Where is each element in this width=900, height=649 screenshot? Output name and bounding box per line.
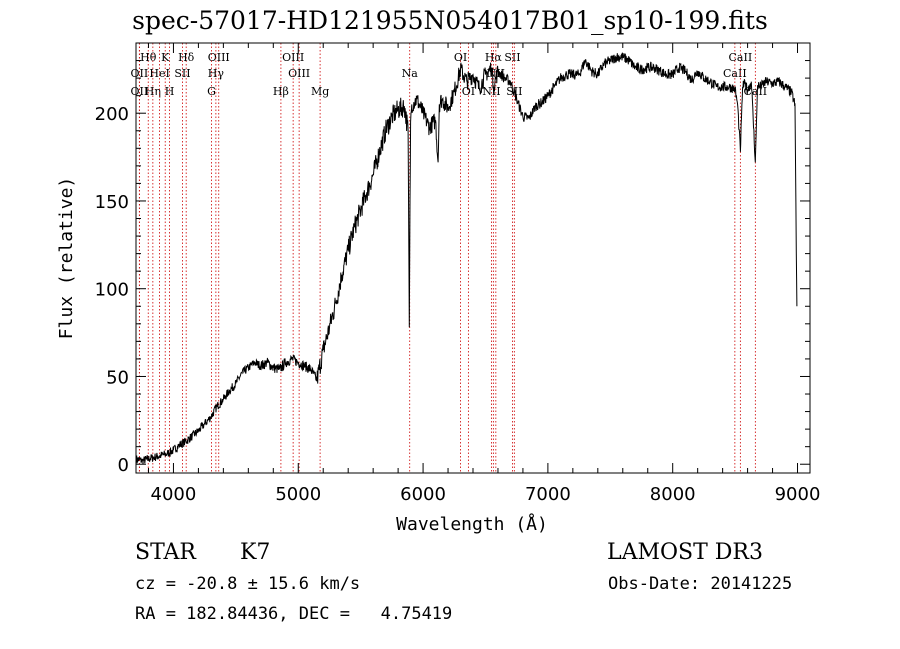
line-marker-label-4: HeI [149,67,169,80]
chart-title: spec-57017-HD121955N054017B01_sp10-199.f… [132,6,768,35]
line-marker-label-7: SII [174,67,190,80]
x-tick-label-6000: 6000 [400,484,446,505]
x-tick-label-7000: 7000 [525,484,571,505]
x-tick-label-4000: 4000 [151,484,197,505]
line-marker-label-20: NII [482,85,500,98]
spectrum-line [135,52,798,465]
line-marker-label-13: OIII [282,51,304,64]
y-tick-label-100: 100 [95,280,129,301]
line-marker-label-24: CaII [723,67,747,80]
line-marker-label-9: OIII [208,51,230,64]
line-marker-label-0: Hθ [140,51,157,64]
y-tick-label-50: 50 [106,367,129,388]
x-axis-label: Wavelength (Å) [396,513,548,535]
line-marker-label-1: OII [131,67,149,80]
line-marker-label-14: OIII [288,67,310,80]
y-tick-label-0: 0 [118,455,129,476]
y-axis-ticks: 0 50 100 150 200 [95,60,810,476]
coordinates: RA = 182.84436, DEC = 4.75419 [135,604,453,624]
line-marker-label-2: OII [131,85,149,98]
redshift-info: cz = -20.8 ± 15.6 km/s [135,574,361,594]
line-marker-label-18: OI [462,85,475,98]
line-marker-label-11: G [207,85,216,98]
x-tick-label-9000: 9000 [775,484,821,505]
object-class: STAR [135,540,196,565]
line-marker-label-5: K [161,51,170,64]
x-axis-ticks: 4000 5000 6000 7000 8000 9000 [147,43,821,505]
line-marker-label-10: Hγ [208,67,225,80]
obs-date: Obs-Date: 20141225 [608,574,793,594]
line-marker-label-12: Hβ [273,85,289,98]
line-marker-label-25: CaII [729,51,753,64]
line-marker-label-16: Na [402,67,419,80]
line-marker-label-22: SII [504,51,520,64]
y-tick-label-200: 200 [95,104,129,125]
y-axis-label: Flux (relative) [56,177,77,340]
x-tick-label-8000: 8000 [650,484,696,505]
x-tick-label-5000: 5000 [275,484,321,505]
line-marker-label-15: Mg [311,85,329,98]
line-marker-label-6: H [165,85,175,98]
spectrum-layer [135,52,798,465]
line-marker-label-3: Hη [145,85,161,98]
y-tick-label-150: 150 [95,192,129,213]
line-marker-label-17: OI [454,51,467,64]
spectral-subclass: K7 [240,540,271,565]
line-marker-label-8: Hδ [178,51,195,64]
line-marker-label-19: Hα [485,51,503,64]
survey-name: LAMOST DR3 [607,540,763,565]
plot-frame [135,42,811,474]
